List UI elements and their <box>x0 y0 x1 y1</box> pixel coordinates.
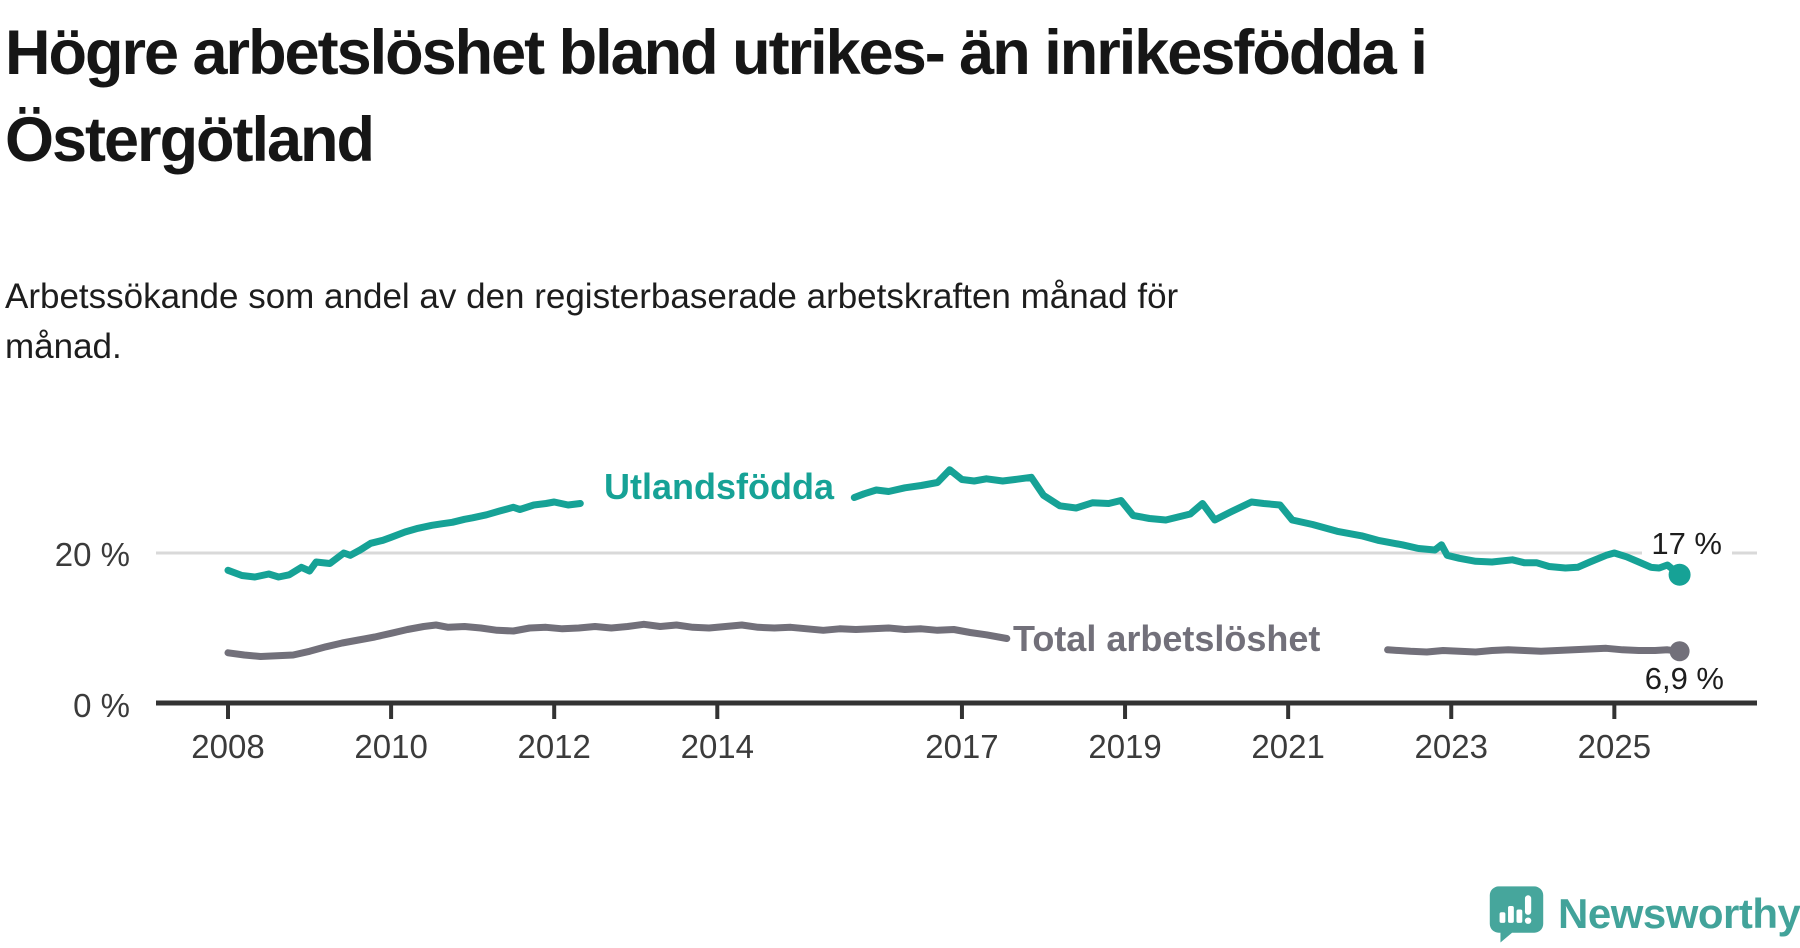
total-arbetsloshet-line-segment-2 <box>1384 644 1684 656</box>
utlandsfodda-line-segment-2 <box>850 466 1684 579</box>
newsworthy-logo-icon <box>1489 886 1544 943</box>
x-axis-label-2017: 2017 <box>925 728 999 765</box>
x-axis-label-2025: 2025 <box>1577 728 1652 765</box>
y-axis-label-0: 0 % <box>73 687 130 724</box>
x-axis-label-2019: 2019 <box>1088 728 1162 765</box>
series-label-utlandsfodda: Utlandsfödda <box>604 466 834 507</box>
utlandsfodda-line-end-dot <box>1668 563 1691 586</box>
end-value-label-total: 6,9 % <box>1644 661 1724 696</box>
chart-title: Högre arbetslöshet bland utrikes- än inr… <box>5 18 1428 175</box>
x-axis-label-2014: 2014 <box>680 728 755 765</box>
x-axis-label-2012: 2012 <box>517 728 591 765</box>
x-axis-label-2010: 2010 <box>354 728 428 765</box>
y-axis-label-20: 20 % <box>54 536 130 573</box>
x-axis-label-2008: 2008 <box>191 728 265 765</box>
chart-subtitle: Arbetssökande som andel av den registerb… <box>5 277 1179 366</box>
series-label-total-arbetsloshet: Total arbetslöshet <box>1013 618 1321 659</box>
newsworthy-logo-text: Newsworthy <box>1558 890 1800 937</box>
utlandsfodda-line-segment-1 <box>224 498 584 581</box>
end-value-label-utlandsfodda: 17 % <box>1651 526 1722 561</box>
total-arbetsloshet-line-end-dot <box>1669 641 1690 662</box>
x-axis-label-2021: 2021 <box>1251 728 1325 765</box>
newsworthy-logo: Newsworthy <box>1488 884 1800 944</box>
total-arbetsloshet-line-segment-1 <box>224 620 1011 660</box>
x-axis-label-2023: 2023 <box>1414 728 1488 765</box>
